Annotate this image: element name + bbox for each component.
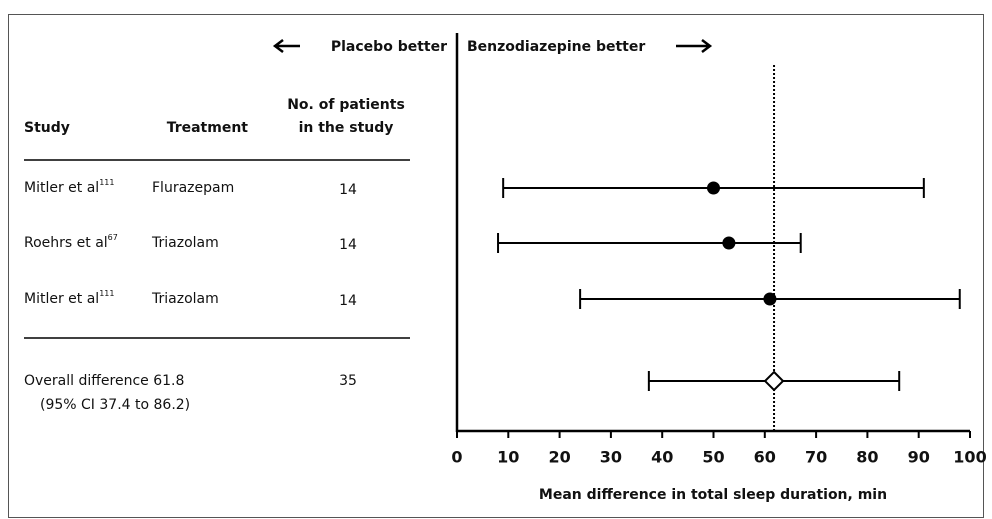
x-tick-label: 60 (754, 448, 776, 467)
reference: 111 (99, 289, 114, 298)
reference: 111 (99, 178, 114, 187)
left-arrow (272, 39, 300, 53)
overall-patients: 35 (339, 373, 357, 389)
x-tick-label: 100 (953, 448, 986, 467)
reference: 67 (108, 233, 118, 242)
patients: 14 (339, 293, 357, 309)
header-patients: No. of patients (287, 97, 405, 113)
header-patients: in the study (299, 120, 394, 136)
estimate (722, 236, 736, 250)
direction-left: Placebo better (331, 39, 447, 55)
study-name: Mitler et al111 (24, 178, 114, 197)
frame (8, 14, 984, 518)
estimate (707, 181, 720, 195)
study-name: Mitler et al (24, 180, 99, 196)
treatment: Flurazepam (152, 180, 234, 196)
overall-ci: (95% CI 37.4 to 86.2) (40, 397, 190, 413)
patients: 14 (339, 237, 357, 253)
overall-estimate (763, 370, 785, 392)
study-name: Mitler et al (24, 291, 99, 307)
right-arrow (676, 39, 713, 53)
direction-right: Benzodiazepine better (467, 39, 645, 55)
x-tick-label: 50 (702, 448, 724, 467)
x-tick-label: 10 (497, 448, 519, 467)
estimate (763, 292, 777, 306)
x-tick-label: 70 (805, 448, 827, 467)
patients: 14 (339, 182, 357, 198)
treatment: Triazolam (151, 235, 219, 251)
header-treatment: Treatment (167, 120, 249, 136)
header-study: Study (24, 120, 70, 136)
x-axis-title: Mean difference in total sleep duration,… (539, 487, 887, 503)
x-tick-label: 40 (651, 448, 673, 467)
x-tick-label: 90 (908, 448, 930, 467)
study-name: Mitler et al111 (24, 289, 114, 308)
study-name: Roehrs et al67 (24, 233, 118, 252)
x-tick-label: 30 (600, 448, 622, 467)
treatment: Triazolam (151, 291, 219, 307)
x-tick-label: 20 (548, 448, 570, 467)
x-tick-label: 0 (451, 448, 462, 467)
study-name: Roehrs et al (24, 235, 108, 251)
x-tick-label: 80 (856, 448, 878, 467)
overall-label: Overall difference 61.8 (24, 373, 184, 389)
